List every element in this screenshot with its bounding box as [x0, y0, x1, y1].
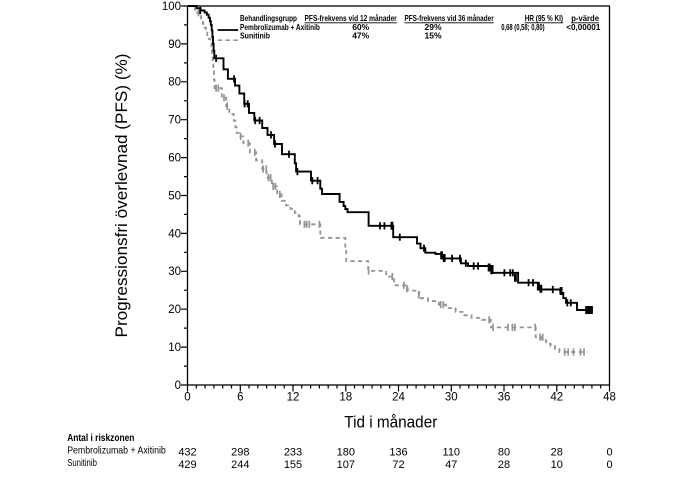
svg-text:Tid i månader: Tid i månader [344, 414, 437, 432]
svg-text:28: 28 [498, 459, 510, 471]
svg-text:40: 40 [168, 228, 181, 240]
svg-text:24: 24 [392, 392, 405, 404]
svg-text:Behandlingsgrupp: Behandlingsgrupp [240, 13, 297, 23]
svg-text:50: 50 [168, 190, 181, 202]
svg-text:72: 72 [392, 459, 404, 471]
svg-text:244: 244 [231, 459, 249, 471]
svg-text:Sunitinib: Sunitinib [240, 31, 270, 41]
svg-text:100: 100 [162, 1, 181, 13]
svg-text:0: 0 [184, 392, 190, 404]
svg-text:30: 30 [168, 266, 181, 278]
svg-text:36: 36 [498, 392, 511, 404]
svg-text:Progressionsfri överlevnad (PF: Progressionsfri överlevnad (PFS) (%) [112, 54, 131, 338]
svg-text:15%: 15% [424, 31, 441, 41]
svg-text:28: 28 [551, 447, 563, 459]
svg-text:90: 90 [168, 39, 181, 51]
svg-text:70: 70 [168, 115, 181, 127]
svg-text:110: 110 [443, 447, 461, 459]
svg-text:298: 298 [231, 447, 249, 459]
svg-text:180: 180 [337, 447, 355, 459]
svg-text:0,68 (0,58; 0,80): 0,68 (0,58; 0,80) [501, 22, 545, 32]
svg-text:PFS-frekvens vid 36 månader: PFS-frekvens vid 36 månader [405, 13, 495, 23]
svg-text:0: 0 [175, 380, 181, 392]
svg-text:HR (95 % KI): HR (95 % KI) [525, 13, 564, 23]
svg-text:47: 47 [445, 459, 457, 471]
svg-text:29%: 29% [424, 22, 441, 32]
svg-text:p-värde: p-värde [571, 13, 599, 23]
svg-text:155: 155 [284, 459, 302, 471]
svg-text:Antal i riskzonen: Antal i riskzonen [67, 432, 134, 444]
svg-text:6: 6 [237, 392, 243, 404]
svg-text:80: 80 [168, 77, 181, 89]
svg-text:<0,00001: <0,00001 [566, 22, 600, 32]
svg-text:47%: 47% [352, 31, 369, 41]
svg-text:10: 10 [168, 342, 181, 354]
svg-text:Pembrolizumab + Axitinib: Pembrolizumab + Axitinib [240, 22, 320, 32]
svg-text:10: 10 [551, 459, 563, 471]
svg-text:0: 0 [606, 447, 612, 459]
svg-text:PFS-frekvens vid 12 månader: PFS-frekvens vid 12 månader [305, 13, 398, 23]
svg-text:18: 18 [339, 392, 352, 404]
svg-text:12: 12 [287, 392, 300, 404]
svg-text:Sunitinib: Sunitinib [67, 457, 97, 469]
svg-text:432: 432 [178, 447, 196, 459]
svg-text:30: 30 [445, 392, 458, 404]
svg-text:136: 136 [389, 447, 407, 459]
svg-text:429: 429 [178, 459, 196, 471]
svg-text:60%: 60% [352, 22, 369, 32]
svg-text:20: 20 [168, 304, 181, 316]
svg-text:0: 0 [606, 459, 612, 471]
svg-text:107: 107 [337, 459, 355, 471]
svg-text:48: 48 [603, 392, 616, 404]
svg-text:42: 42 [550, 392, 563, 404]
svg-text:233: 233 [284, 447, 302, 459]
svg-text:80: 80 [498, 447, 510, 459]
svg-text:60: 60 [168, 153, 181, 165]
svg-text:Pembrolizumab + Axitinib: Pembrolizumab + Axitinib [67, 445, 166, 457]
